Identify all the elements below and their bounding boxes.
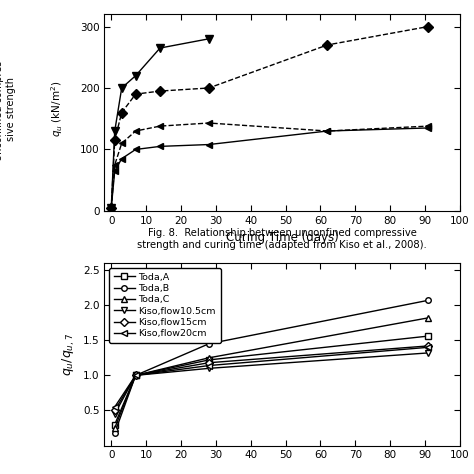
Legend: Toda,A, Toda,B, Toda,C, Kiso,flow10.5cm, Kiso,flow15cm, Kiso,flow20cm: Toda,A, Toda,B, Toda,C, Kiso,flow10.5cm,… [109, 268, 220, 343]
X-axis label: Curing Time (days): Curing Time (days) [226, 231, 338, 244]
Text: Fig. 8.  Relationship between unconfined compressive
strength and curing time (a: Fig. 8. Relationship between unconfined … [137, 228, 427, 250]
Text: Unconfined compres-
sive strength: Unconfined compres- sive strength [0, 57, 16, 161]
Text: $q_u$ (kN/m$^2$): $q_u$ (kN/m$^2$) [49, 81, 65, 137]
Y-axis label: $q_u/q_{u,7}$: $q_u/q_{u,7}$ [61, 333, 77, 376]
